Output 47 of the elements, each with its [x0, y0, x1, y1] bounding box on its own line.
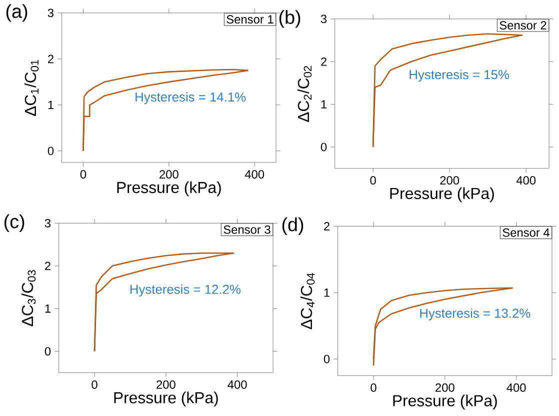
y-tick-label: 2 — [324, 222, 330, 231]
y-axis-title: ΔC$_{4}$/C$_{04}$ — [300, 273, 315, 330]
x-tick-label: 200 — [440, 176, 460, 185]
x-tick-label: 400 — [516, 176, 536, 185]
x-tick-label: 200 — [156, 380, 176, 390]
chart-title: (b) — [279, 10, 300, 28]
x-tick-label: 0 — [370, 384, 376, 392]
annotation: Sensor 2 — [500, 21, 546, 30]
x-axis-title: Pressure (kPa) — [390, 188, 494, 202]
x-axis-title: Pressure (kPa) — [117, 182, 221, 196]
annotation: Hysteresis = 13.2% — [420, 308, 530, 321]
y-axis-title: ΔC$_{1}$/C$_{01}$ — [24, 60, 39, 116]
y-tick-label: 0 — [48, 146, 54, 156]
chart-title: (c) — [4, 214, 24, 232]
y-tick-label: 1 — [324, 288, 330, 297]
y-tick-label: 0 — [324, 355, 330, 364]
chart-title: (a) — [6, 4, 28, 22]
x-axis-title: Pressure (kPa) — [393, 394, 497, 410]
x-tick-label: 0 — [370, 176, 376, 185]
x-tick-label: 0 — [80, 170, 86, 179]
chart-title: (d) — [282, 218, 304, 236]
y-axis-title: ΔC$_{3}$/C$_{03}$ — [21, 270, 36, 326]
y-tick-label: 3 — [44, 219, 51, 228]
annotation: Sensor 4 — [502, 228, 550, 238]
y-tick-label: 3 — [48, 8, 54, 18]
y-tick-label: 0 — [320, 143, 327, 152]
x-tick-label: 0 — [92, 380, 98, 390]
y-axis-title: ΔC$_{2}$/C$_{02}$ — [297, 66, 312, 122]
x-tick-label: 400 — [228, 380, 247, 390]
y-tick-label: 2 — [321, 58, 326, 66]
x-tick-label: 400 — [506, 384, 526, 392]
annotation: Sensor 3 — [224, 226, 270, 234]
y-tick-label: 1 — [321, 100, 326, 109]
x-tick-label: 200 — [160, 170, 178, 179]
y-tick-label: 1 — [48, 101, 54, 110]
y-tick-label: 0 — [44, 347, 51, 356]
annotation: Hysteresis = 15% — [410, 70, 509, 82]
y-tick-label: 2 — [48, 55, 54, 64]
annotation: Hysteresis = 14.1% — [136, 92, 246, 104]
x-axis-title: Pressure (kPa) — [114, 392, 218, 407]
y-tick-label: 3 — [320, 14, 327, 24]
x-tick-label: 400 — [244, 170, 264, 179]
annotation: Sensor 1 — [226, 15, 274, 24]
annotation: Hysteresis = 12.2% — [130, 284, 240, 297]
y-tick-label: 1 — [45, 304, 50, 313]
x-tick-label: 200 — [436, 384, 454, 392]
y-tick-label: 2 — [45, 262, 50, 270]
